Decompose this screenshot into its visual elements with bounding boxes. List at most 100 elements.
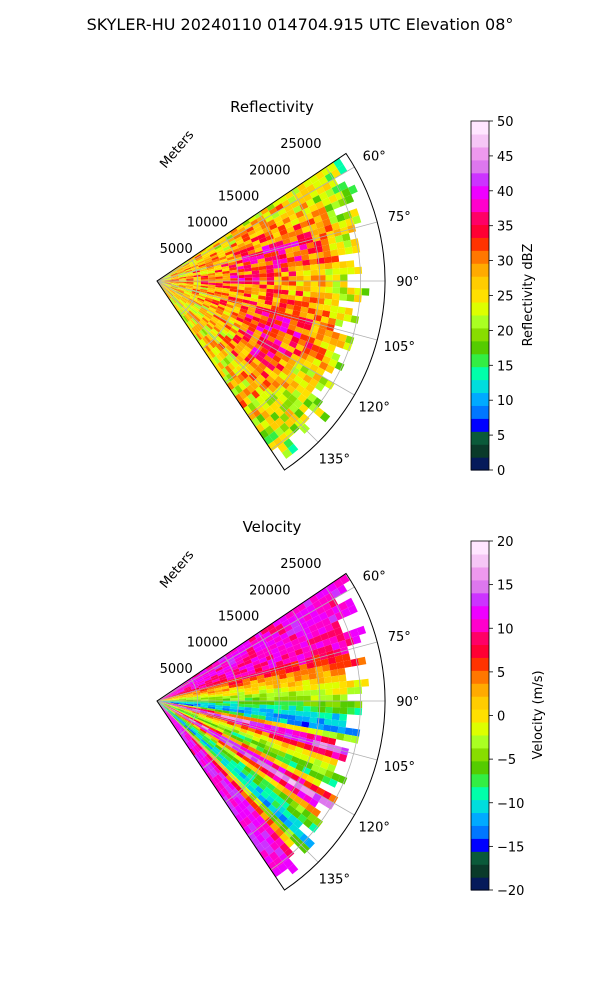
field-cell (251, 789, 261, 798)
field-cell (290, 353, 300, 362)
field-cell (205, 680, 213, 686)
field-cell (248, 759, 257, 767)
field-cell (281, 691, 289, 697)
field-cell (285, 308, 294, 315)
field-cell (171, 278, 179, 280)
field-cell (221, 712, 230, 717)
field-cell (222, 281, 231, 284)
field-cell (221, 313, 230, 319)
field-cell (269, 841, 280, 852)
field-cell (183, 725, 190, 732)
field-cell (193, 286, 201, 289)
field-cell (162, 705, 169, 711)
field-cell (315, 640, 325, 649)
field-cell (225, 741, 234, 748)
field-cell (281, 705, 289, 711)
field-cell (250, 259, 258, 265)
field-cell (243, 405, 252, 415)
field-cell (206, 686, 215, 691)
field-cell (244, 710, 252, 715)
field-cell (255, 325, 265, 333)
field-cell (234, 319, 243, 326)
field-cell (286, 252, 295, 259)
field-cell (205, 295, 214, 300)
field-cell (171, 279, 179, 281)
field-cell (229, 708, 238, 713)
field-cell (236, 265, 245, 270)
field-cell (230, 701, 238, 704)
field-cell (267, 238, 276, 245)
range-tick-label: 5000 (160, 662, 193, 677)
field-cell (336, 241, 345, 250)
field-cell (321, 310, 331, 318)
field-cell (240, 758, 249, 766)
field-cell (250, 756, 259, 764)
field-cell (216, 248, 224, 255)
field-cell (188, 310, 196, 317)
field-cell (294, 408, 304, 419)
field-cell (233, 796, 242, 805)
field-cell (278, 852, 289, 863)
range-tick-label: 25000 (280, 137, 321, 152)
field-cell (178, 283, 187, 286)
field-cell (215, 729, 223, 736)
field-cell (326, 629, 337, 639)
field-cell (249, 232, 258, 240)
field-cell (237, 701, 245, 705)
field-cell (170, 706, 178, 710)
field-cell (251, 828, 261, 838)
field-cell (197, 296, 206, 301)
field-cell (280, 289, 289, 295)
field-cell (303, 281, 311, 287)
field-cell (295, 804, 306, 814)
field-cell (189, 748, 196, 756)
field-cell (301, 808, 312, 819)
field-cell (295, 384, 306, 394)
field-cell (238, 245, 247, 251)
field-cell (241, 379, 251, 388)
field-cell (296, 616, 306, 626)
field-cell (220, 240, 229, 247)
field-cell (238, 731, 247, 737)
field-cell (184, 267, 192, 271)
field-cell (171, 699, 179, 701)
field-cell (255, 354, 264, 363)
field-cell (284, 375, 294, 385)
field-cell (284, 795, 294, 805)
field-cell (281, 774, 291, 783)
field-cell (251, 266, 259, 271)
range-ring (225, 212, 280, 383)
field-cell (244, 271, 252, 275)
angle-tick-label: 120° (359, 400, 390, 415)
field-cell (331, 255, 340, 263)
field-cell (317, 327, 327, 336)
field-cell (279, 326, 288, 334)
colorbar-segment (471, 250, 489, 264)
field-cell (247, 746, 256, 753)
field-cell (204, 335, 211, 343)
field-cell (163, 275, 171, 279)
field-cell (182, 294, 190, 300)
field-cell (246, 804, 256, 814)
field-cell (268, 347, 278, 355)
field-cell (183, 712, 191, 718)
field-cell (240, 370, 249, 379)
field-cell (166, 711, 173, 718)
field-cell (284, 782, 294, 792)
field-cell (170, 717, 176, 725)
field-cell (301, 328, 311, 337)
field-cell (307, 667, 316, 675)
range-tick-label: 25000 (280, 557, 321, 572)
field-cell (169, 287, 177, 292)
field-cell (214, 289, 223, 293)
field-cell (175, 712, 182, 718)
field-cell (186, 698, 194, 700)
field-cell (273, 289, 282, 294)
field-cell (170, 691, 178, 695)
field-cell (323, 724, 332, 732)
field-cell (324, 749, 334, 758)
field-cell (234, 656, 243, 663)
field-cell (296, 275, 304, 281)
field-cell (177, 270, 185, 274)
field-cell (199, 308, 207, 314)
